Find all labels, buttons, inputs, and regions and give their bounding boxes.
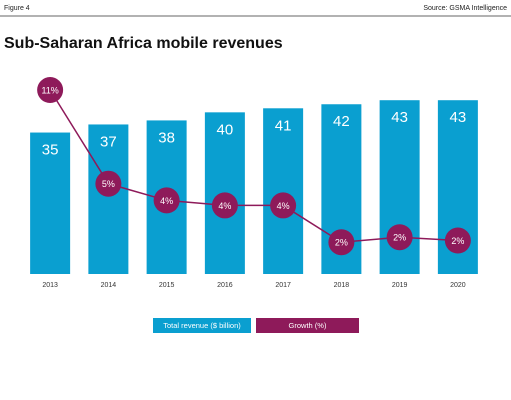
- x-tick-label: 2017: [275, 282, 291, 289]
- bar-value-label: 43: [391, 109, 408, 126]
- legend-label: Total revenue ($ billion): [163, 321, 241, 330]
- bar-value-label: 41: [275, 117, 292, 134]
- growth-value-label: 11%: [41, 85, 58, 95]
- growth-value-label: 2%: [335, 238, 348, 248]
- bar: [263, 108, 304, 275]
- growth-value-label: 2%: [393, 233, 406, 243]
- x-tick-label: 2014: [101, 282, 117, 289]
- x-tick-label: 2020: [450, 282, 466, 289]
- bar-value-label: 35: [42, 142, 59, 159]
- growth-value-label: 4%: [218, 201, 231, 211]
- growth-marker: [95, 170, 122, 197]
- figure-label: Figure 4: [4, 5, 30, 12]
- growth-marker: [153, 187, 180, 214]
- growth-value-label: 2%: [451, 236, 464, 246]
- x-tick-label: 2019: [392, 282, 408, 289]
- x-tick-label: 2018: [334, 282, 350, 289]
- x-tick-label: 2013: [42, 282, 58, 289]
- growth-value-label: 4%: [277, 201, 290, 211]
- bar-value-label: 38: [158, 129, 175, 146]
- bar-value-label: 43: [450, 109, 467, 126]
- growth-marker: [37, 77, 64, 104]
- legend-swatch: [153, 318, 251, 333]
- legend-label: Growth (%): [289, 321, 327, 330]
- bar-value-label: 40: [217, 121, 234, 138]
- x-tick-label: 2016: [217, 282, 233, 289]
- bar-value-label: 37: [100, 133, 117, 150]
- source: Source: GSMA Intelligence: [423, 5, 507, 12]
- growth-marker: [444, 227, 471, 254]
- growth-marker: [328, 229, 355, 256]
- x-tick-label: 2015: [159, 282, 175, 289]
- growth-marker: [211, 192, 238, 219]
- growth-marker: [270, 192, 297, 219]
- legend-swatch: [256, 318, 359, 333]
- bar: [88, 124, 129, 274]
- growth-marker: [386, 224, 413, 251]
- growth-value-label: 5%: [102, 179, 115, 189]
- bar: [30, 132, 71, 274]
- growth-value-label: 4%: [160, 196, 173, 206]
- chart-title: Sub-Saharan Africa mobile revenues: [4, 35, 283, 52]
- bar-value-label: 42: [333, 113, 350, 130]
